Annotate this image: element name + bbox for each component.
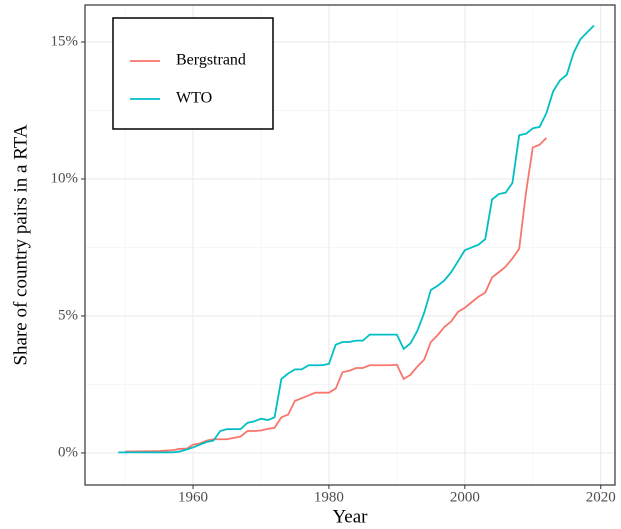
- legend-box: [112, 17, 274, 130]
- y-tick-label: 0%: [58, 444, 78, 460]
- x-tick-label: 2020: [586, 489, 616, 505]
- data-line: [118, 24, 595, 454]
- y-axis-title: Share of country pairs in a RTA: [10, 124, 31, 365]
- x-axis-title: Year: [332, 506, 368, 527]
- y-tick-label: 15%: [51, 33, 79, 49]
- plot-border: [84, 4, 616, 486]
- legend-label: Bergstrand: [176, 52, 246, 69]
- legend-label: WTO: [176, 90, 212, 107]
- x-tick-label: 2000: [450, 489, 480, 505]
- data-line: [125, 137, 548, 453]
- y-tick-label: 5%: [58, 307, 78, 323]
- y-tick-label: 10%: [51, 170, 79, 186]
- x-tick-label: 1980: [314, 489, 344, 505]
- x-tick-label: 1960: [178, 489, 208, 505]
